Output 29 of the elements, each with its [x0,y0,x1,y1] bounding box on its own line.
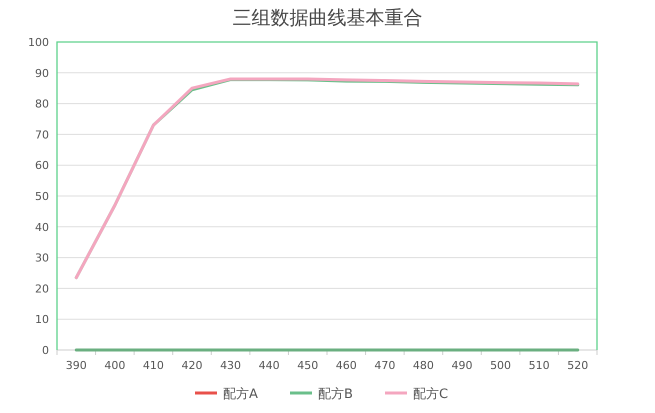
x-tick-label: 450 [297,359,318,372]
y-tick-label: 70 [35,128,49,142]
legend-label: 配方B [318,386,353,402]
y-tick-label: 100 [28,36,49,49]
x-tick-label: 400 [104,359,126,372]
y-tick-label: 40 [35,220,49,234]
y-tick-label: 60 [35,159,49,172]
x-tick-label: 510 [528,359,550,372]
y-tick-label: 30 [35,252,49,265]
x-tick-label: 500 [490,359,512,372]
y-tick-label: 0 [42,344,49,357]
x-tick-label: 470 [374,359,396,372]
x-tick-label: 410 [142,359,164,372]
x-tick-label: 480 [412,359,434,372]
x-tick-label: 520 [567,359,588,372]
x-tick-label: 490 [452,359,472,372]
y-tick-label: 10 [35,313,49,326]
y-tick-label: 90 [35,66,49,80]
x-tick-label: 390 [66,359,87,372]
x-tick-label: 420 [182,359,202,372]
y-tick-label: 20 [35,282,49,296]
y-tick-label: 50 [35,190,49,203]
x-tick-label: 460 [336,359,357,372]
x-tick-label: 440 [258,359,280,372]
legend-label: 配方A [223,386,258,402]
chart-title: 三组数据曲线基本重合 [232,7,422,29]
y-tick-label: 80 [35,98,49,111]
legend-label: 配方C [413,386,448,402]
x-tick-label: 430 [220,359,242,372]
